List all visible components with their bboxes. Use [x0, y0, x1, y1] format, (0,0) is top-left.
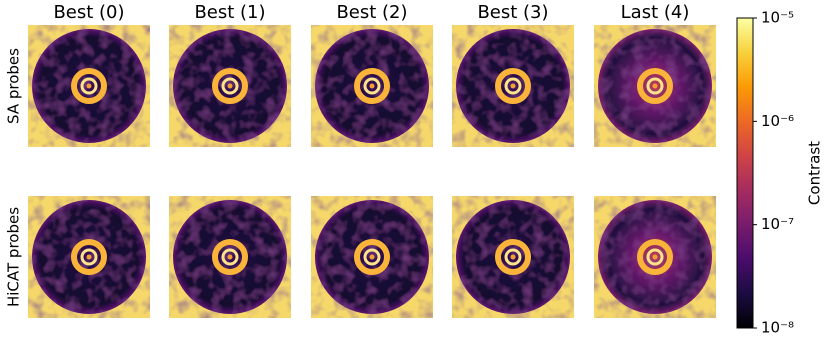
colorbar — [736, 17, 754, 329]
image-panel — [169, 196, 291, 318]
center-ring — [637, 68, 673, 104]
image-panel — [594, 196, 716, 318]
row-label: HiCAT probes — [5, 207, 23, 307]
center-ring — [212, 239, 248, 275]
center-ring-inner — [363, 248, 381, 266]
center-ring — [637, 239, 673, 275]
colorbar-tick-label: 10⁻⁷ — [761, 215, 794, 233]
center-ring-inner — [646, 77, 664, 95]
center-core — [652, 254, 658, 260]
center-ring-inner — [363, 77, 381, 95]
column-title: Last (4) — [621, 2, 690, 23]
image-panel — [28, 196, 150, 318]
center-ring-inner — [221, 77, 239, 95]
row-label: SA probes — [5, 48, 23, 124]
colorbar-tick-label: 10⁻⁸ — [761, 319, 794, 337]
column-title: Best (2) — [336, 2, 407, 23]
center-core — [227, 83, 233, 89]
center-core — [227, 254, 233, 260]
center-ring-inner — [504, 248, 522, 266]
center-ring — [212, 68, 248, 104]
center-ring-inner — [80, 77, 98, 95]
colorbar-tick-label: 10⁻⁵ — [761, 9, 794, 27]
center-ring — [71, 68, 107, 104]
panels — [28, 25, 716, 318]
image-panel — [28, 25, 150, 147]
column-title: Best (0) — [53, 2, 124, 23]
center-core — [369, 254, 375, 260]
column-title: Best (1) — [194, 2, 265, 23]
center-ring-inner — [646, 248, 664, 266]
center-ring-inner — [80, 248, 98, 266]
center-ring — [495, 239, 531, 275]
center-ring — [354, 68, 390, 104]
center-core — [510, 254, 516, 260]
center-ring — [495, 68, 531, 104]
center-core — [510, 83, 516, 89]
image-panel — [452, 25, 574, 147]
center-core — [86, 254, 92, 260]
center-core — [86, 83, 92, 89]
column-title: Best (3) — [477, 2, 548, 23]
center-ring — [71, 239, 107, 275]
image-panel — [594, 25, 716, 147]
image-panel — [169, 25, 291, 147]
center-ring-inner — [504, 77, 522, 95]
center-ring — [354, 239, 390, 275]
center-ring-inner — [221, 248, 239, 266]
colorbar-label: Contrast — [806, 141, 824, 205]
image-panel — [311, 196, 433, 318]
center-core — [369, 83, 375, 89]
image-panel — [452, 196, 574, 318]
center-core — [652, 83, 658, 89]
image-panel — [311, 25, 433, 147]
colorbar-tick-label: 10⁻⁶ — [761, 112, 794, 130]
